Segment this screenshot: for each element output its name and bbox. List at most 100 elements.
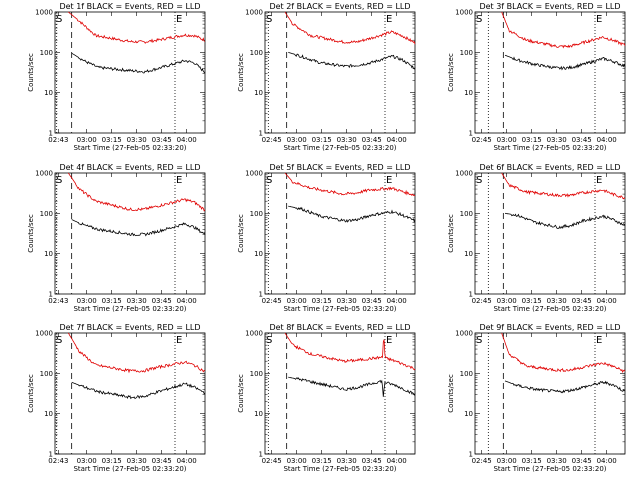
y-axis-label: Counts/sec xyxy=(27,53,35,92)
x-axis-label: Start Time (27-Feb-05 02:33:20) xyxy=(493,465,606,473)
plot-frame xyxy=(264,172,416,295)
y-tick-label: 1000 xyxy=(455,170,473,178)
x-axis-label: Start Time (27-Feb-05 02:33:20) xyxy=(493,144,606,152)
series-line-lld xyxy=(501,11,626,49)
chart-title: Det 8f BLACK = Events, RED = LLD xyxy=(269,323,410,332)
chart-title: Det 4f BLACK = Events, RED = LLD xyxy=(59,163,200,172)
x-tick-label: 03:45 xyxy=(152,297,172,305)
y-tick-label: 10 xyxy=(464,250,473,258)
x-tick-label: 04:00 xyxy=(177,297,197,305)
chart-panel-3: Det 3f BLACK = Events, RED = LLD 1 10 100 10… xyxy=(447,2,626,152)
y-tick-label: 10 xyxy=(44,410,53,418)
series-line-lld xyxy=(284,172,416,196)
series-line-lld xyxy=(284,332,416,371)
x-axis-label: Start Time (27-Feb-05 02:33:20) xyxy=(73,305,186,313)
y-tick-label: 100 xyxy=(40,49,53,57)
chart-panel-6: Det 6f BLACK = Events, RED = LLD 1 10 100 10… xyxy=(447,163,626,313)
chart-panel-4: Det 4f BLACK = Events, RED = LLD 1 10 100 10… xyxy=(27,163,206,313)
x-tick-label: 03:00 xyxy=(497,297,517,305)
y-tick-label: 1000 xyxy=(455,330,473,338)
x-tick-label: 04:00 xyxy=(387,136,407,144)
x-tick-label: 02:45 xyxy=(262,297,282,305)
series-line-lld xyxy=(67,332,206,374)
x-tick-label: 03:15 xyxy=(102,457,122,465)
y-axis-label: Counts/sec xyxy=(237,214,245,253)
start-marker-label: S xyxy=(266,335,272,346)
plot-frame xyxy=(264,11,416,134)
y-tick-label: 10 xyxy=(464,410,473,418)
y-tick-label: 100 xyxy=(40,370,53,378)
end-marker-label: E xyxy=(386,14,392,25)
x-tick-label: 03:30 xyxy=(547,136,567,144)
x-tick-label: 03:00 xyxy=(77,457,97,465)
x-tick-label: 04:00 xyxy=(177,457,197,465)
y-tick-label: 10 xyxy=(254,410,263,418)
y-tick-label: 100 xyxy=(460,49,473,57)
y-axis-label: Counts/sec xyxy=(447,214,455,253)
chart-title: Det 1f BLACK = Events, RED = LLD xyxy=(59,2,200,11)
y-tick-label: 100 xyxy=(250,370,263,378)
x-axis-label: Start Time (27-Feb-05 02:33:20) xyxy=(283,144,396,152)
y-tick-label: 100 xyxy=(250,49,263,57)
end-marker-label: E xyxy=(386,335,392,346)
x-tick-label: 03:30 xyxy=(127,297,147,305)
series-line-lld xyxy=(284,11,416,45)
x-tick-label: 03:30 xyxy=(337,136,357,144)
y-tick-label: 100 xyxy=(460,370,473,378)
series-line-lld xyxy=(67,172,206,212)
end-marker-label: E xyxy=(176,335,182,346)
x-tick-label: 03:00 xyxy=(287,136,307,144)
x-tick-label: 03:15 xyxy=(522,457,542,465)
y-axis-label: Counts/sec xyxy=(27,214,35,253)
y-tick-label: 1 xyxy=(469,130,473,138)
y-axis-label: Counts/sec xyxy=(237,374,245,413)
x-tick-label: 02:45 xyxy=(262,457,282,465)
y-tick-label: 1000 xyxy=(245,330,263,338)
start-marker-label: S xyxy=(266,175,272,186)
chart-title: Det 9f BLACK = Events, RED = LLD xyxy=(479,323,620,332)
y-tick-label: 10 xyxy=(254,250,263,258)
y-axis-label: Counts/sec xyxy=(447,53,455,92)
x-tick-label: 03:15 xyxy=(312,457,332,465)
plot-frame xyxy=(54,332,206,455)
x-tick-label: 03:30 xyxy=(337,297,357,305)
x-tick-label: 03:45 xyxy=(362,457,382,465)
x-tick-label: 03:30 xyxy=(547,297,567,305)
plot-frame xyxy=(264,332,416,455)
x-tick-label: 04:00 xyxy=(597,297,617,305)
x-tick-label: 02:45 xyxy=(472,297,492,305)
x-tick-label: 02:45 xyxy=(262,136,282,144)
x-tick-label: 03:30 xyxy=(547,457,567,465)
chart-panel-9: Det 9f BLACK = Events, RED = LLD 1 10 100 10… xyxy=(447,323,626,473)
series-line-events xyxy=(288,51,416,70)
y-tick-label: 10 xyxy=(254,89,263,97)
chart-title: Det 2f BLACK = Events, RED = LLD xyxy=(269,2,410,11)
start-marker-label: S xyxy=(266,14,272,25)
end-marker-label: E xyxy=(596,175,602,186)
chart-panel-8: Det 8f BLACK = Events, RED = LLD 1 10 100 10… xyxy=(237,323,416,473)
series-line-events xyxy=(71,219,206,237)
series-line-lld xyxy=(501,172,626,200)
y-tick-label: 100 xyxy=(40,210,53,218)
series-line-lld xyxy=(501,332,626,373)
x-tick-label: 04:00 xyxy=(597,457,617,465)
x-tick-label: 03:15 xyxy=(102,136,122,144)
x-axis-label: Start Time (27-Feb-05 02:33:20) xyxy=(283,305,396,313)
series-line-events xyxy=(288,376,416,397)
x-tick-label: 03:45 xyxy=(572,136,592,144)
plot-frame xyxy=(474,172,626,295)
chart-panel-1: Det 1f BLACK = Events, RED = LLD 1 10 100 10… xyxy=(27,2,206,152)
plot-frame xyxy=(54,172,206,295)
x-tick-label: 02:43 xyxy=(48,136,68,144)
x-tick-label: 03:45 xyxy=(152,136,172,144)
start-marker-label: S xyxy=(56,175,62,186)
y-tick-label: 1 xyxy=(469,451,473,459)
series-line-events xyxy=(504,54,626,71)
x-tick-label: 03:15 xyxy=(102,297,122,305)
series-line-events xyxy=(504,212,626,229)
chart-title: Det 3f BLACK = Events, RED = LLD xyxy=(479,2,620,11)
end-marker-label: E xyxy=(176,14,182,25)
end-marker-label: E xyxy=(176,175,182,186)
y-axis-label: Counts/sec xyxy=(237,53,245,92)
x-tick-label: 03:45 xyxy=(362,136,382,144)
